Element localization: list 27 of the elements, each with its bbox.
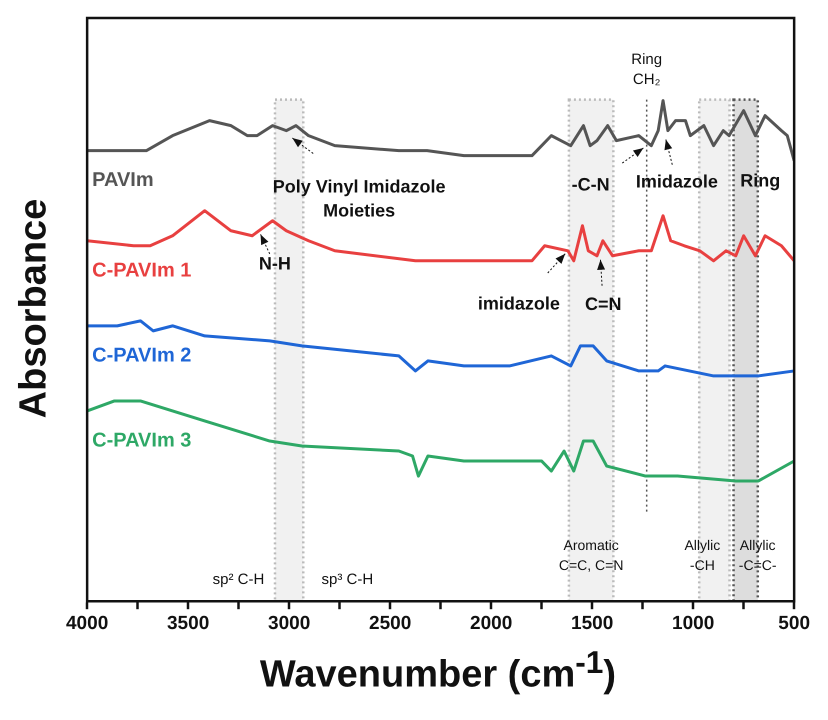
x-tick-label: 3500 xyxy=(166,612,210,634)
band-label: Allylic -CH xyxy=(684,537,720,574)
y-axis-title: Absorbance xyxy=(12,198,56,418)
annotation: sp³ C-H xyxy=(321,570,374,588)
x-tick-label: 1000 xyxy=(672,612,714,634)
annotation: Imidazole xyxy=(636,172,718,192)
x-tick-label: 2000 xyxy=(470,612,512,634)
series-label: C-PAVIm 2 xyxy=(92,344,192,366)
annotation: -C-N xyxy=(572,174,610,195)
annotation: Ring xyxy=(740,170,780,190)
series-label: C-PAVIm 3 xyxy=(92,429,192,452)
annotation: imidazole xyxy=(478,294,560,314)
x-tick-label: 2500 xyxy=(369,612,412,634)
x-tick-label: 3000 xyxy=(268,612,310,634)
series-label: C-PAVIm 1 xyxy=(92,259,192,282)
x-axis-title: Wavenumber (cm$^{-1}$) xyxy=(258,644,618,697)
ref-line-label: Ring CH₂ xyxy=(631,50,662,88)
annotation: C=N xyxy=(584,294,622,314)
series-label: PAVIm xyxy=(92,169,154,192)
band-label: Aromatic C=C, C=N xyxy=(558,537,624,574)
x-tick-label: 1500 xyxy=(571,612,614,634)
x-tick-label: 500 xyxy=(778,612,810,634)
annotation: N-H xyxy=(258,254,291,274)
band-label: Allylic -C=C- xyxy=(738,537,777,574)
x-tick-label: 4000 xyxy=(66,612,108,634)
annotation: Poly Vinyl Imidazole Moieties xyxy=(272,176,446,221)
annotation: sp² C-H xyxy=(212,570,264,588)
